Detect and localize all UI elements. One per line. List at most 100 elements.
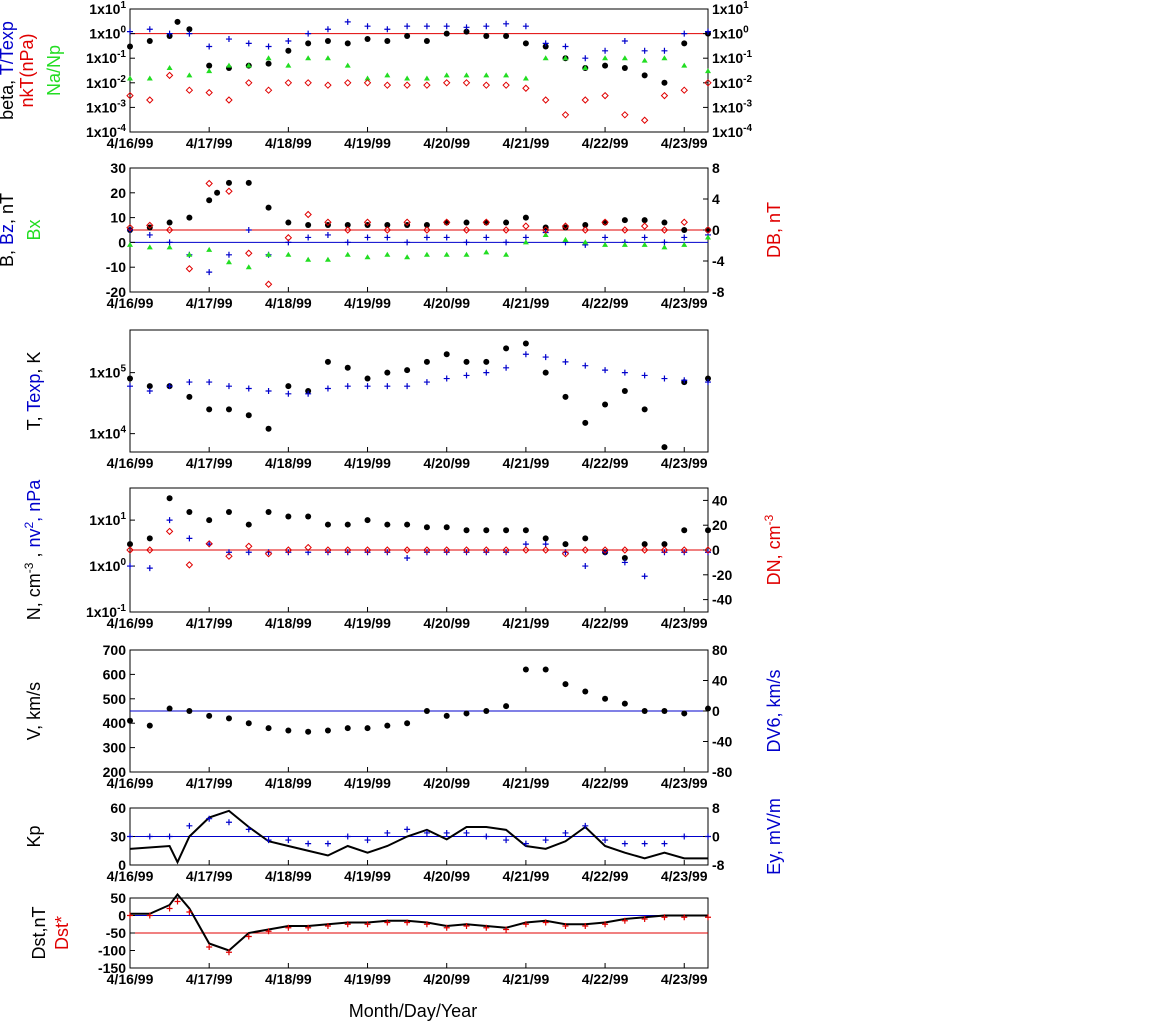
data-point — [344, 239, 351, 246]
data-point — [602, 234, 609, 241]
data-point — [503, 219, 510, 226]
data-point — [383, 226, 392, 234]
data-point — [146, 535, 153, 542]
data-point — [542, 354, 549, 361]
data-point — [364, 921, 371, 928]
y-tick-label-left: 700 — [103, 642, 127, 658]
data-point — [681, 833, 688, 840]
data-point — [541, 546, 550, 554]
data-point — [542, 369, 549, 376]
y-axis-label-left-2: Dst* — [52, 916, 72, 950]
data-point — [205, 179, 213, 188]
x-tick-label: 4/20/99 — [423, 135, 470, 151]
panel-1-frame — [129, 8, 709, 133]
x-tick-label: 4/17/99 — [186, 868, 233, 884]
data-point — [621, 554, 628, 561]
data-point — [206, 712, 213, 719]
data-point — [344, 62, 351, 68]
y-axis-label-left: T, Texp, K — [24, 352, 44, 431]
y-tick-label-right: 1x10-4 — [712, 123, 752, 140]
data-point — [404, 32, 411, 39]
data-point — [581, 546, 589, 554]
y-axis-label-right: DB, nT — [764, 202, 784, 258]
y-tick-label-right: 1x10-1 — [712, 49, 752, 66]
data-point — [661, 47, 668, 54]
data-point — [601, 546, 609, 554]
x-tick-label: 4/16/99 — [107, 455, 154, 471]
data-point — [681, 30, 688, 37]
data-point — [641, 47, 648, 54]
data-point — [602, 695, 609, 702]
data-point — [305, 222, 312, 229]
x-tick-label: 4/17/99 — [186, 135, 233, 151]
data-point — [127, 43, 133, 50]
data-point — [704, 79, 712, 87]
x-tick-label: 4/23/99 — [661, 135, 708, 151]
data-point — [602, 549, 609, 556]
data-point — [404, 367, 411, 374]
data-point — [404, 919, 411, 926]
data-point — [324, 923, 331, 929]
x-tick-label: 4/19/99 — [344, 135, 391, 151]
data-point — [225, 383, 232, 390]
y-tick-label-left: -150 — [98, 960, 126, 976]
data-point — [661, 549, 668, 556]
x-tick-label: 4/16/99 — [107, 615, 154, 631]
data-point — [443, 30, 450, 37]
y-tick-label-right: 40 — [712, 673, 728, 689]
x-tick-label: 4/21/99 — [503, 135, 550, 151]
data-point — [602, 55, 609, 61]
data-point — [165, 71, 174, 80]
x-tick-label: 4/17/99 — [186, 971, 233, 987]
data-point — [364, 725, 371, 732]
data-point — [146, 38, 153, 45]
data-point — [641, 916, 648, 922]
y-tick-label-right: 1x10-3 — [712, 98, 752, 115]
data-point — [206, 406, 213, 413]
data-point — [324, 727, 331, 734]
data-point — [443, 375, 450, 382]
x-tick-label: 4/20/99 — [423, 775, 470, 791]
data-point — [324, 358, 331, 365]
x-tick-label: 4/23/99 — [661, 971, 708, 987]
data-point — [404, 75, 411, 81]
data-point — [502, 546, 510, 554]
x-tick-label: 4/19/99 — [344, 971, 391, 987]
data-point — [423, 524, 430, 531]
data-point — [483, 369, 490, 376]
data-point — [423, 358, 430, 365]
data-point — [483, 527, 490, 534]
data-point — [364, 549, 371, 556]
x-tick-label: 4/16/99 — [107, 971, 154, 987]
data-point — [344, 364, 351, 371]
data-point — [186, 909, 193, 915]
data-point — [562, 43, 569, 50]
data-point — [681, 234, 688, 241]
data-point — [324, 81, 332, 89]
data-point — [225, 819, 232, 826]
data-point — [443, 251, 450, 257]
data-point — [245, 179, 252, 186]
x-tick-label: 4/17/99 — [186, 455, 233, 471]
y-tick-label-left: 1x10-2 — [86, 74, 126, 91]
x-tick-label: 4/23/99 — [661, 455, 708, 471]
y-tick-label-left: 1x100 — [89, 25, 126, 42]
data-point — [661, 79, 668, 86]
data-point — [264, 280, 273, 288]
data-point — [174, 898, 181, 905]
data-point — [503, 239, 510, 246]
data-point — [601, 91, 609, 100]
data-point — [621, 38, 628, 45]
data-point — [186, 30, 193, 37]
data-point — [324, 38, 331, 45]
data-point — [186, 251, 193, 257]
data-point — [705, 68, 711, 74]
data-point — [581, 226, 589, 234]
data-point — [522, 75, 529, 81]
data-point — [661, 708, 668, 714]
data-point — [127, 912, 133, 919]
data-point — [562, 829, 569, 836]
data-point — [384, 369, 391, 376]
data-point — [265, 425, 272, 432]
data-point — [705, 379, 711, 386]
